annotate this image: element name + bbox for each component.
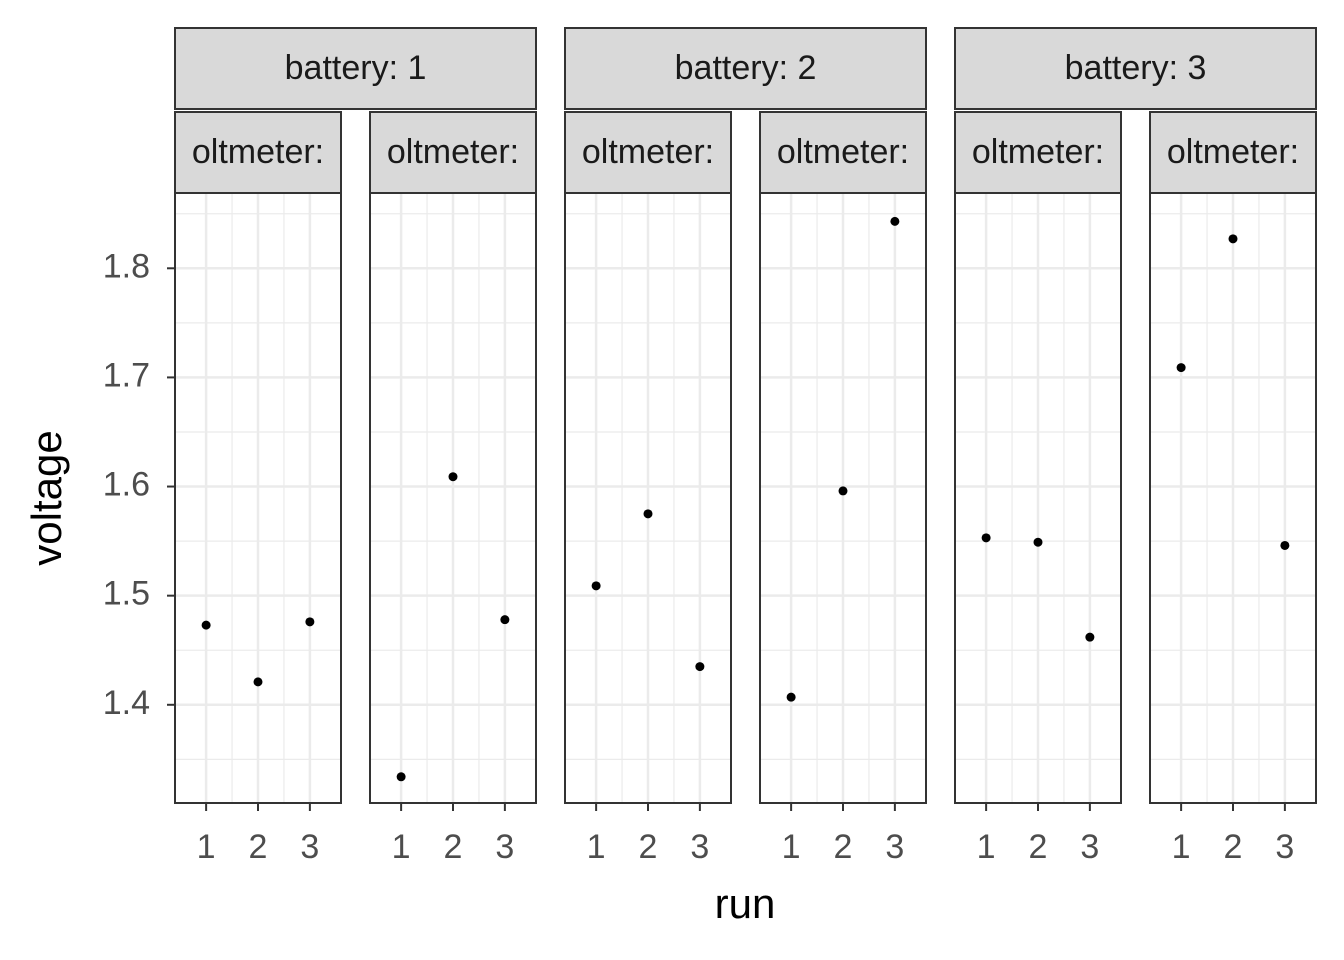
facet-strip-label: oltmeter: [387,133,519,171]
x-tick-label: 1 [977,828,996,866]
facet-strip [564,27,927,110]
y-tick-label: 1.8 [103,247,150,285]
point [1228,234,1238,244]
facet-strip-label: battery: 1 [285,49,427,87]
point [201,620,211,630]
panel-border [369,192,537,804]
facet-strip-label: oltmeter: [192,133,324,171]
facet-strip-label: battery: 3 [1065,49,1207,87]
y-tick-label: 1.7 [103,356,150,394]
x-tick-label: 2 [1224,828,1243,866]
x-tick-label: 3 [300,828,319,866]
point [890,216,900,226]
panel-border [954,192,1122,804]
x-tick-label: 3 [690,828,709,866]
y-axis-label: voltage [23,430,70,565]
facet-strip [1149,111,1317,194]
facet-strip-label: oltmeter: [777,133,909,171]
x-tick-label: 2 [834,828,853,866]
point [838,486,848,496]
point [448,472,458,482]
facet-strip [759,111,927,194]
x-tick-label: 1 [1172,828,1191,866]
point [1280,540,1290,550]
point [786,692,796,702]
x-tick-label: 1 [392,828,411,866]
x-tick-label: 2 [639,828,658,866]
point [695,662,705,672]
facet-strip-label: oltmeter: [582,133,714,171]
x-tick-label: 1 [587,828,606,866]
panel-border [1149,192,1317,804]
x-tick-label: 2 [249,828,268,866]
facet-strip-label: oltmeter: [972,133,1104,171]
point [591,581,601,591]
point [981,533,991,543]
point [253,677,263,687]
point [643,509,653,519]
x-tick-label: 3 [495,828,514,866]
x-tick-label: 3 [885,828,904,866]
x-tick-label: 3 [1080,828,1099,866]
y-tick-label: 1.5 [103,575,150,613]
point [305,617,315,627]
point [1085,632,1095,642]
facet-strip [954,27,1317,110]
facet-strip [174,111,342,194]
x-tick-label: 3 [1275,828,1294,866]
x-tick-label: 2 [444,828,463,866]
facet-strip-label: battery: 2 [675,49,817,87]
facet-strip [369,111,537,194]
x-tick-label: 1 [782,828,801,866]
y-tick-label: 1.4 [103,684,150,722]
panel-border [564,192,732,804]
facet-strip-label: oltmeter: [1167,133,1299,171]
panel-border [174,192,342,804]
x-tick-label: 2 [1029,828,1048,866]
x-tick-label: 1 [197,828,216,866]
y-tick-label: 1.6 [103,466,150,504]
point [396,772,406,782]
point [500,615,510,625]
x-axis-label: run [715,880,776,927]
point [1033,537,1043,547]
facet-strip [174,27,537,110]
panel-border [759,192,927,804]
facet-strip [954,111,1122,194]
point [1176,363,1186,373]
